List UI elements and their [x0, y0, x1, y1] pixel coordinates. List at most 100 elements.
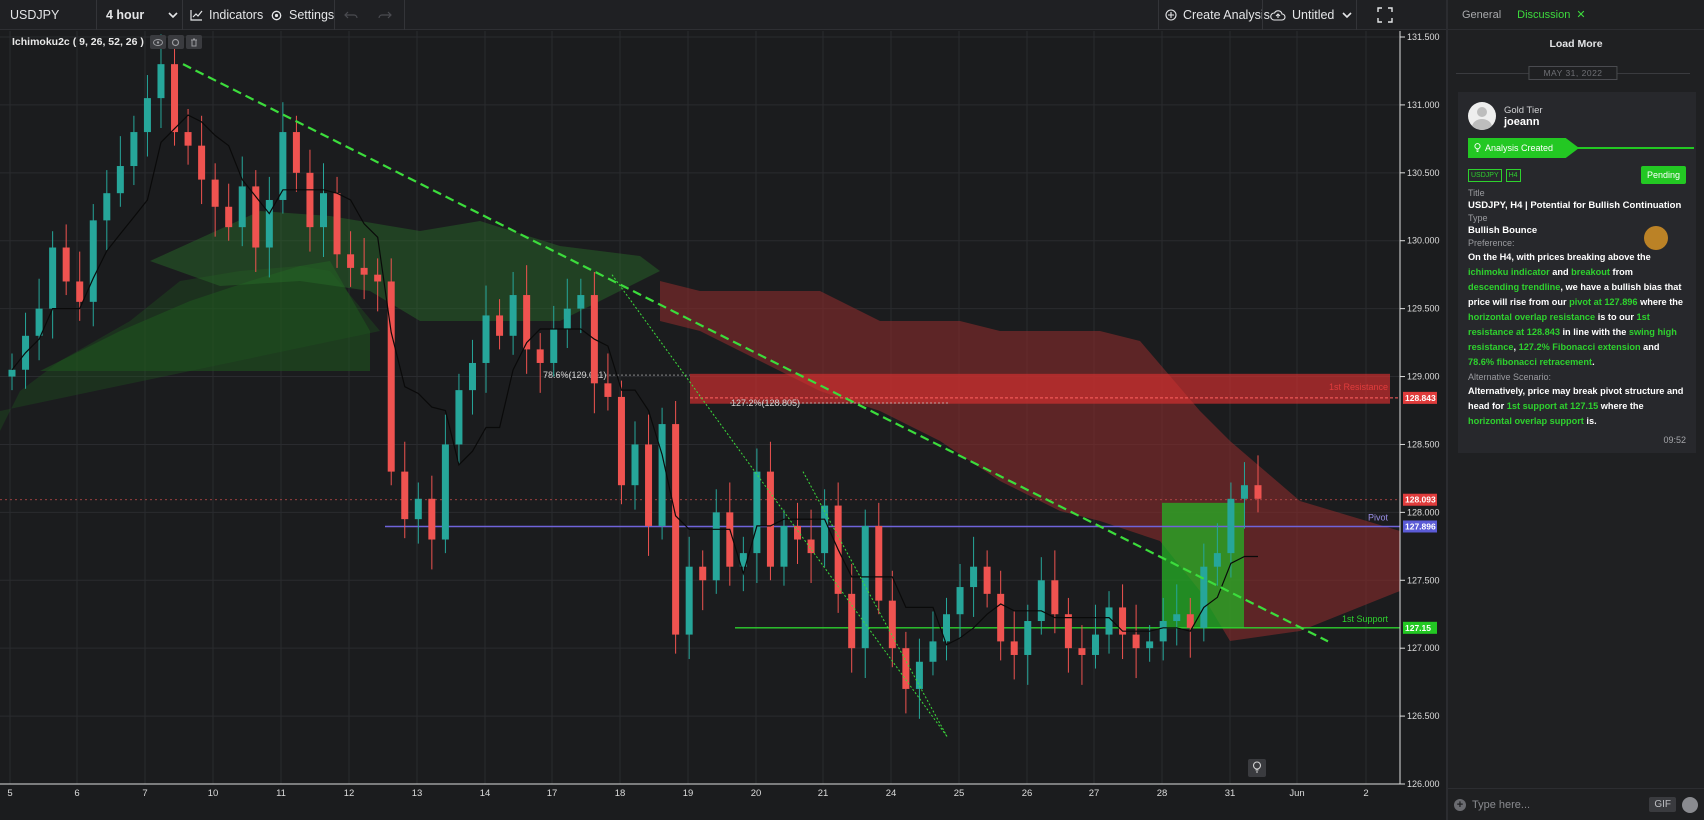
candle-body — [143, 98, 151, 133]
time-tick-label: 17 — [547, 788, 558, 799]
time-tick-label: 18 — [615, 788, 626, 799]
alternative-label: Alternative Scenario: — [1468, 372, 1552, 382]
date-label: MAY 31, 2022 — [1528, 66, 1618, 80]
preference-label: Preference: — [1468, 238, 1515, 248]
time-tick-label: 31 — [1225, 788, 1236, 799]
candle-body — [306, 172, 314, 228]
gear-icon[interactable] — [167, 35, 184, 49]
candle-body — [1037, 580, 1045, 622]
post-title: USDJPY, H4 | Potential for Bullish Conti… — [1468, 200, 1682, 211]
candle-body — [766, 471, 774, 567]
candle-body — [915, 661, 923, 689]
username[interactable]: joeann — [1504, 115, 1540, 128]
candle-body — [577, 295, 585, 309]
eye-icon[interactable] — [149, 35, 166, 49]
close-icon[interactable]: ✕ — [1576, 9, 1586, 21]
time-tick-label: 27 — [1089, 788, 1100, 799]
candle-body — [184, 132, 192, 146]
candle-body — [62, 247, 70, 282]
undo-icon — [344, 10, 358, 20]
candle-body — [496, 315, 504, 336]
candle-body — [455, 390, 463, 445]
candle-body — [780, 525, 788, 567]
tab-general[interactable]: General — [1462, 8, 1502, 21]
timeframe-tag[interactable]: H4 — [1505, 168, 1521, 182]
plus-icon[interactable]: + — [1454, 798, 1466, 811]
candle-body — [103, 193, 111, 221]
time-tick-label: 21 — [818, 788, 829, 799]
date-separator: MAY 31, 2022 — [1456, 64, 1690, 84]
lightbulb-button[interactable] — [1248, 759, 1266, 777]
indicators-button[interactable]: Indicators — [190, 0, 263, 30]
candle-body — [441, 444, 449, 540]
user-tier: Gold Tier — [1504, 104, 1543, 116]
trash-icon[interactable] — [185, 35, 202, 49]
candle-body — [211, 179, 219, 207]
price-tick-label: 130.000 — [1407, 236, 1440, 246]
candle-body — [861, 525, 869, 649]
load-more-button[interactable]: Load More — [1549, 38, 1603, 50]
create-analysis-button[interactable]: Create Analysis — [1165, 0, 1270, 30]
tab-discussion[interactable]: Discussion ✕ — [1517, 8, 1586, 22]
settings-button[interactable]: Settings — [270, 0, 334, 30]
post-type: Bullish Bounce — [1468, 225, 1538, 236]
status-label: Analysis Created — [1485, 143, 1554, 153]
time-tick-label: 7 — [142, 788, 147, 799]
candle-body — [523, 295, 531, 350]
candle-body — [279, 132, 287, 200]
analysis-post: Gold Tier joeann Analysis Created USDJPY… — [1458, 92, 1696, 453]
candle-body — [198, 145, 206, 180]
message-bar: + GIF — [1448, 788, 1704, 820]
candle-body — [374, 274, 382, 282]
time-tick-label: 19 — [683, 788, 694, 799]
gif-button[interactable]: GIF — [1649, 797, 1676, 812]
status-badge: Analysis Created — [1468, 138, 1580, 158]
emoji-icon[interactable] — [1682, 796, 1698, 813]
descending-trendline — [182, 63, 1329, 643]
candle-body — [645, 444, 653, 526]
create-analysis-label: Create Analysis — [1183, 8, 1270, 22]
price-tag — [1403, 391, 1437, 404]
candle-body — [739, 553, 747, 567]
redo-button[interactable] — [378, 0, 392, 30]
price-chart[interactable]: 1st Resistance Pivot 1st Support 78.6%(129.… — [0, 31, 1446, 820]
candle-body — [970, 566, 978, 588]
candle-body — [753, 471, 761, 554]
resistance-zone — [690, 373, 1390, 404]
fib-label: 127.2%(128.805) — [731, 398, 800, 408]
post-author: Gold Tier joeann — [1468, 102, 1686, 130]
price-tag — [1403, 520, 1437, 533]
symbol-selector[interactable]: USDJPY — [10, 0, 59, 30]
time-tick-label: 28 — [1157, 788, 1168, 799]
message-input[interactable] — [1472, 798, 1650, 811]
status-row: Analysis Created — [1468, 138, 1694, 158]
settings-label: Settings — [289, 8, 335, 22]
layout-dropdown[interactable]: Untitled — [1270, 0, 1352, 30]
alternative-text: Alternatively, price may break pivot str… — [1468, 386, 1684, 426]
candle-body — [997, 593, 1005, 642]
candle-body — [387, 281, 395, 472]
cloud-upload-icon — [1270, 9, 1286, 21]
candle-body — [1227, 498, 1235, 554]
timeframe-dropdown[interactable]: 4 hour — [106, 0, 178, 30]
chevron-down-icon — [1342, 11, 1352, 19]
candle-body — [333, 193, 341, 255]
candle-body — [631, 444, 639, 486]
layout-name: Untitled — [1292, 8, 1335, 22]
candle-body — [726, 512, 734, 567]
candle-body — [171, 64, 179, 133]
candle-body — [238, 186, 246, 228]
symbol-tag[interactable]: USDJPY — [1468, 168, 1502, 182]
candle-body — [1254, 485, 1262, 499]
candle-body — [875, 525, 883, 601]
chart-canvas[interactable]: 1st Resistance Pivot 1st Support 78.6%(129.… — [0, 31, 1446, 820]
type-label: Type — [1468, 213, 1488, 223]
fullscreen-button[interactable] — [1377, 0, 1393, 30]
undo-button[interactable] — [344, 0, 358, 30]
price-tick-label: 127.500 — [1407, 575, 1440, 585]
candle-body — [956, 587, 964, 615]
candle-body — [320, 193, 327, 228]
candle-body — [1105, 607, 1113, 635]
avatar[interactable] — [1468, 102, 1496, 130]
candle-body — [672, 424, 680, 635]
